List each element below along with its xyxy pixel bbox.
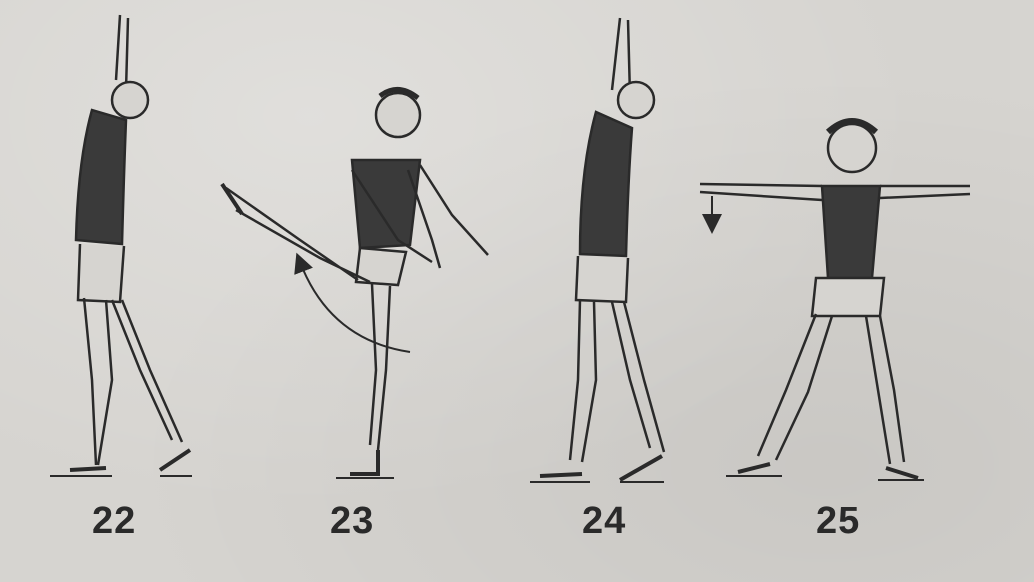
figure-23 [220, 87, 489, 479]
figure-number-22: 22 [92, 500, 137, 542]
figure-number-24: 24 [582, 500, 627, 542]
figure-24 [530, 17, 666, 483]
figure-number-23: 23 [330, 500, 375, 542]
figure-number-25: 25 [816, 500, 861, 542]
figure-22 [50, 14, 192, 477]
figure-25 [699, 118, 971, 481]
